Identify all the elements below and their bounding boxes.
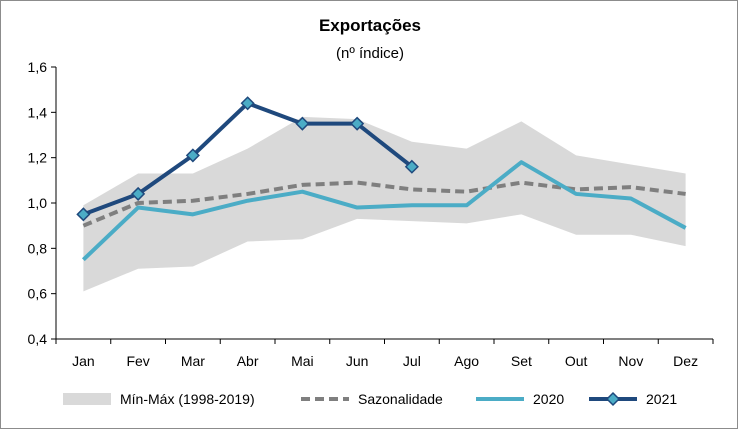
data-point-2021: [295, 116, 310, 131]
chart-subtitle: (nº índice): [336, 45, 404, 62]
plot-area: [76, 96, 687, 292]
data-point-2021: [131, 186, 146, 201]
data-point-2021: [240, 96, 255, 111]
x-tick-label: Ago: [454, 353, 479, 369]
series-line-2020: [81, 160, 687, 262]
y-tick-label: 0,4: [28, 331, 48, 347]
y-tick-label: 0,8: [28, 240, 48, 256]
series-line-sazonalidade: [82, 180, 686, 228]
x-tick-label: Dez: [673, 353, 698, 369]
legend-label-m-n-m-x-1998-2019: Mín-Máx (1998-2019): [120, 391, 255, 407]
data-point-2021: [404, 159, 419, 174]
x-tick-label: Set: [511, 353, 532, 369]
x-tick-label: Nov: [618, 353, 643, 369]
x-tick-label: Out: [565, 353, 588, 369]
y-tick-label: 1,0: [28, 195, 48, 211]
y-tick-label: 1,6: [28, 59, 48, 75]
legend-label-sazonalidade: Sazonalidade: [358, 391, 443, 407]
axes: 0,4 0,6 0,8 1,0 1,2 1,4 1,6 Jan Fev Mar Abr Mai Jun J…: [28, 59, 714, 369]
data-point-2021: [185, 148, 200, 163]
data-point-2021: [76, 207, 91, 222]
legend-label-2020: 2020: [533, 391, 564, 407]
data-point-2021: [350, 116, 365, 131]
y-tick-label: 1,2: [28, 150, 48, 166]
legend: Mín-Máx (1998-2019) Sazonalidade 2020 2021: [63, 391, 677, 407]
x-tick-label: Jun: [346, 353, 369, 369]
chart-title: Exportações: [319, 16, 421, 35]
x-tick-label: Fev: [126, 353, 149, 369]
x-tick-label: Mai: [291, 353, 314, 369]
x-tick-label: Abr: [237, 353, 259, 369]
x-tick-label: Mar: [181, 353, 205, 369]
min-max-band: [83, 116, 686, 292]
legend-label-2021: 2021: [646, 391, 677, 407]
legend-swatch-band: [63, 393, 111, 405]
legend-marker-2021: [605, 391, 621, 407]
y-tick-label: 0,6: [28, 286, 48, 302]
x-tick-label: Jul: [403, 353, 421, 369]
y-tick-label: 1,4: [28, 104, 48, 120]
x-tick-label: Jan: [72, 353, 95, 369]
